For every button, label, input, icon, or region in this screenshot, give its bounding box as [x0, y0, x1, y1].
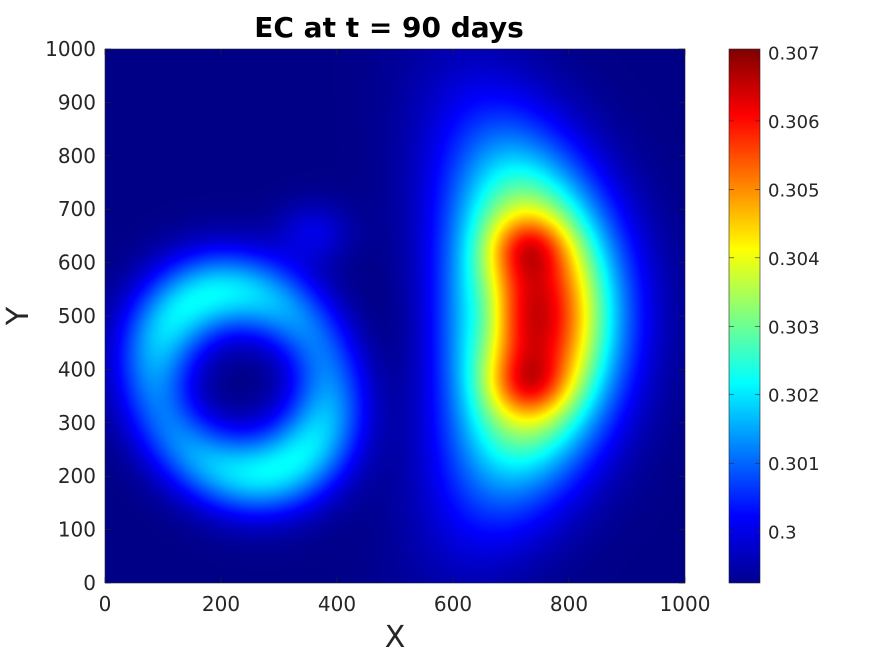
colorbar-tick-label: 0.302 [768, 386, 820, 407]
x-tick-label: 1000 [660, 592, 711, 616]
y-tick-label: 0 [83, 571, 96, 595]
y-tick-label: 600 [58, 251, 96, 275]
y-tick-label: 400 [58, 357, 96, 381]
y-tick-label: 500 [58, 304, 96, 328]
x-tick-label: 200 [202, 592, 240, 616]
colorbar-tick-label: 0.304 [768, 249, 820, 270]
colorbar-tick-label: 0.301 [768, 454, 820, 475]
y-tick-label: 200 [58, 464, 96, 488]
y-tick-label: 800 [58, 144, 96, 168]
colorbar-tick-label: 0.306 [768, 112, 820, 133]
colorbar-tick-label: 0.305 [768, 180, 820, 201]
x-tick-label: 800 [550, 592, 588, 616]
x-tick-label: 600 [434, 592, 472, 616]
heatmap-plot-area [105, 49, 685, 583]
x-axis: 0 200 400 600 800 1000 [99, 49, 711, 616]
x-tick-label: 0 [99, 592, 112, 616]
y-tick-label: 100 [58, 518, 96, 542]
colorbar-tick-label: 0.303 [768, 317, 820, 338]
colorbar-tick-label: 0.3 [768, 523, 797, 544]
chart-title: EC at t = 90 days [254, 11, 524, 44]
x-tick-label: 400 [318, 592, 356, 616]
colorbar-ticks: 0.3 0.301 0.302 0.303 0.304 0.305 0.306 0.307 [729, 43, 820, 544]
y-tick-label: 700 [58, 197, 96, 221]
y-tick-label: 900 [58, 90, 96, 114]
y-axis: 0 100 200 300 400 500 600 700 800 900 1000 [45, 37, 685, 595]
colorbar [728, 48, 761, 584]
y-axis-label: Y [1, 306, 36, 326]
y-tick-label: 300 [58, 411, 96, 435]
colorbar-tick-label: 0.307 [768, 43, 820, 64]
x-axis-label: X [385, 620, 406, 655]
y-tick-label: 1000 [45, 37, 96, 61]
